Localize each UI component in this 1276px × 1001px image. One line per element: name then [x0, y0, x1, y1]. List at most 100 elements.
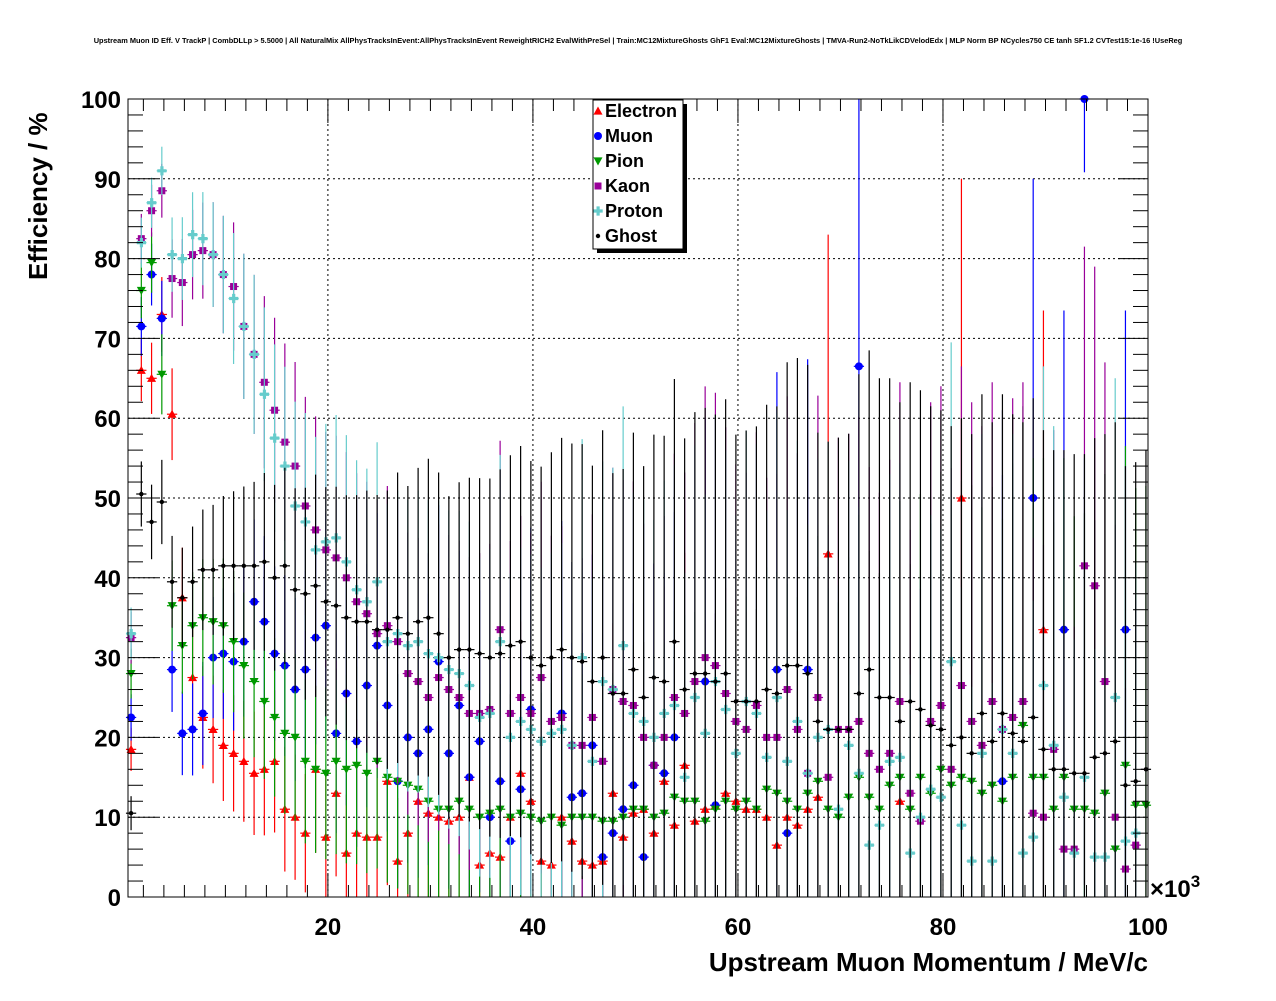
data-point — [989, 739, 995, 744]
data-point — [907, 699, 913, 704]
data-point — [446, 655, 452, 660]
data-point — [270, 713, 280, 722]
data-point — [1123, 783, 1128, 788]
data-point — [1030, 715, 1036, 720]
data-point — [733, 699, 739, 704]
data-point — [918, 707, 923, 712]
axes: 20 40 60 80 100 0 10 20 30 40 50 60 70 80 90 100 — [81, 87, 1168, 941]
data-point — [249, 768, 259, 777]
data-point — [190, 579, 195, 584]
data-point — [180, 595, 185, 600]
data-point — [928, 723, 933, 728]
data-point — [157, 166, 167, 176]
data-point — [167, 409, 177, 418]
legend-marker-ghost — [595, 233, 601, 239]
data-point — [631, 667, 636, 672]
data-point — [137, 322, 146, 331]
data-point — [354, 619, 359, 624]
data-point — [477, 651, 482, 656]
data-point — [610, 691, 616, 696]
data-point — [188, 725, 197, 734]
data-point — [743, 699, 749, 704]
data-point — [200, 567, 206, 573]
data-point — [311, 765, 321, 774]
data-point — [126, 744, 136, 753]
data-point — [249, 677, 259, 687]
chart-title: Upstream Muon ID Eff. V TrackP | CombDLL… — [94, 36, 1183, 45]
series-ghost — [125, 350, 1152, 897]
legend-marker-proton — [593, 206, 603, 216]
data-point — [321, 769, 331, 778]
data-point — [290, 733, 300, 742]
data-point — [487, 655, 493, 660]
y-tick-label: 90 — [94, 167, 121, 194]
data-point — [218, 269, 229, 280]
data-point — [854, 362, 863, 371]
data-point — [723, 671, 728, 676]
data-point — [188, 230, 198, 240]
data-point — [661, 679, 667, 684]
data-point — [795, 663, 800, 668]
data-point — [467, 647, 472, 652]
data-point — [856, 691, 862, 696]
data-point — [651, 675, 657, 680]
data-point — [157, 370, 167, 379]
legend-marker-pion — [593, 157, 603, 166]
data-point — [836, 727, 841, 732]
data-point — [323, 599, 329, 604]
data-point — [147, 198, 157, 208]
data-point — [208, 724, 218, 734]
x-axis-multiplier: ×103 — [1150, 872, 1200, 903]
data-point — [157, 314, 166, 323]
data-point — [969, 751, 974, 756]
data-point — [229, 748, 239, 757]
data-point — [374, 627, 380, 632]
data-point — [262, 559, 267, 565]
data-point — [149, 519, 154, 525]
x-axis-title: Upstream Muon Momentum / MeV/c — [709, 947, 1148, 977]
legend: Electron Muon Pion Kaon Proton Ghost — [592, 99, 687, 253]
data-point — [846, 727, 851, 732]
y-tick-label: 0 — [108, 885, 121, 912]
data-point — [959, 735, 964, 740]
data-point — [210, 567, 216, 573]
data-point — [620, 691, 626, 696]
data-point — [426, 615, 431, 620]
data-point — [364, 619, 370, 624]
data-point — [280, 461, 290, 471]
data-point — [784, 663, 790, 668]
y-tick-label: 70 — [94, 326, 121, 353]
data-point — [292, 587, 298, 592]
data-point — [259, 389, 270, 399]
data-point — [128, 811, 134, 816]
y-tick-label: 80 — [94, 247, 121, 274]
data-point — [415, 619, 421, 624]
data-point — [198, 709, 207, 718]
x-tick-label: 80 — [930, 914, 957, 941]
data-point — [147, 373, 157, 382]
data-point — [239, 661, 249, 671]
data-point — [1051, 767, 1056, 772]
y-tick-label: 20 — [94, 725, 121, 752]
data-point — [1061, 767, 1067, 772]
data-point — [341, 765, 351, 774]
y-axis-title: Efficiency / % — [23, 112, 53, 280]
data-point — [1092, 755, 1097, 760]
data-point — [897, 719, 903, 724]
data-point — [600, 655, 605, 660]
multiplier-exponent: 3 — [1191, 872, 1200, 891]
y-tick-label: 10 — [94, 805, 121, 832]
legend-label: Pion — [605, 151, 644, 171]
multiplier-base: ×10 — [1150, 876, 1191, 903]
data-point — [1071, 771, 1077, 776]
data-point — [590, 679, 595, 684]
series-pion — [125, 232, 1152, 897]
data-point — [251, 563, 257, 569]
data-point — [549, 655, 554, 660]
data-point — [167, 250, 177, 260]
data-point — [1020, 739, 1026, 744]
y-tick-label: 60 — [94, 406, 121, 433]
data-point — [815, 719, 821, 724]
data-point — [569, 655, 575, 660]
x-tick-label: 100 — [1128, 914, 1168, 941]
